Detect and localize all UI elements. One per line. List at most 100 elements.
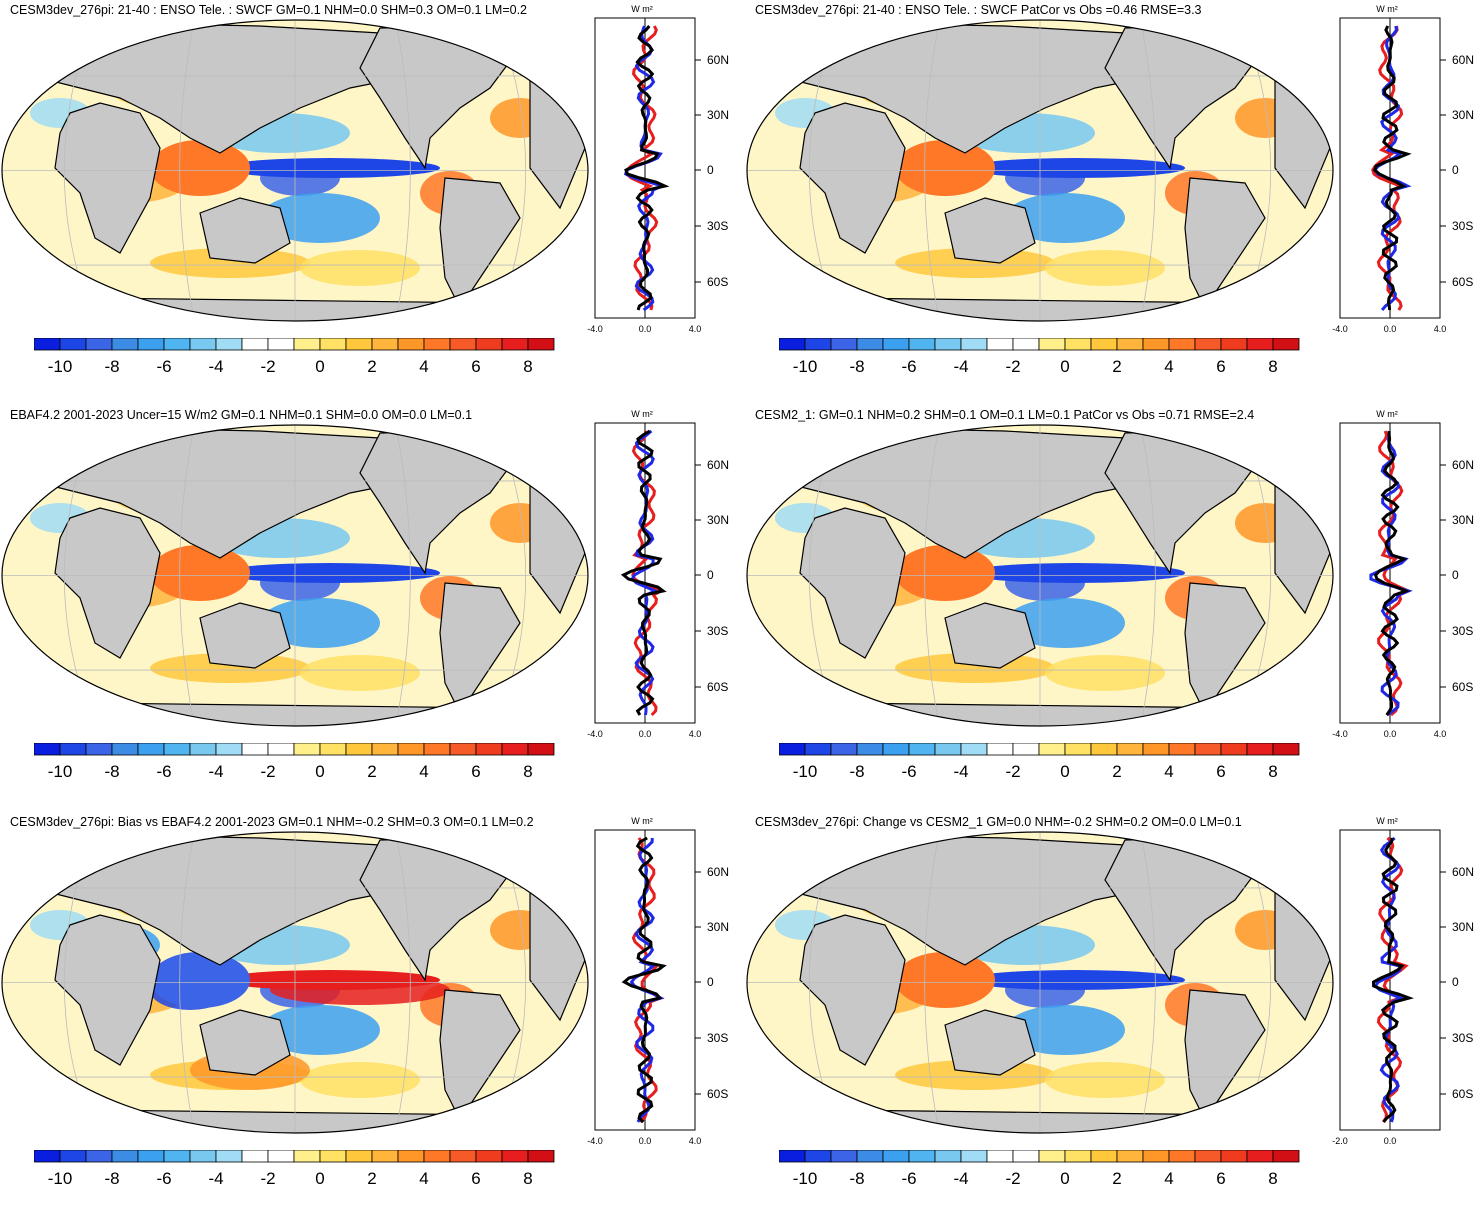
model_b-profile-line	[624, 25, 670, 311]
colorbar-swatch	[1272, 338, 1300, 351]
colorbar-swatch	[241, 1150, 269, 1163]
land-mass	[799, 914, 906, 1066]
colorbar-label: -8	[849, 357, 864, 376]
colorbar-label: -8	[849, 762, 864, 781]
lat-tick-label: 60S	[1452, 1087, 1473, 1101]
units-label: W m²	[1376, 4, 1398, 14]
colorbar-swatch	[1246, 743, 1274, 756]
land-mass	[944, 1009, 1036, 1076]
lat-tick-label: 30N	[1452, 108, 1474, 122]
model_b-profile-line	[1371, 837, 1414, 1123]
colorbar-swatch	[1038, 743, 1066, 756]
anomaly-contour	[260, 598, 380, 648]
colorbar-swatch	[319, 1150, 347, 1163]
colorbar-label: 8	[1268, 1169, 1277, 1188]
lat-tick-label: 60N	[707, 865, 729, 879]
profile-x-tick: 4.0	[689, 324, 702, 334]
lat-tick-label: 60S	[707, 1087, 728, 1101]
colorbar-swatch	[501, 338, 529, 351]
anomaly-contour	[1045, 655, 1165, 691]
colorbar-swatch	[215, 338, 243, 351]
land-mass	[54, 914, 161, 1066]
colorbar-swatch	[163, 743, 191, 756]
anomaly-contour	[1045, 1062, 1165, 1098]
colorbar-label: 0	[315, 762, 324, 781]
colorbar-swatch	[960, 743, 988, 756]
land-mass	[799, 507, 906, 659]
zonal-mean-profile: W m² 60N 30N 0 30S 60S -4.0 0.0 4.0	[587, 409, 729, 739]
colorbar-swatch	[1246, 338, 1274, 351]
colorbar-label: -2	[1005, 1169, 1020, 1188]
colorbar-swatch	[908, 338, 936, 351]
anomaly-contour	[1005, 598, 1125, 648]
lat-tick-label: 60N	[707, 458, 729, 472]
anomaly-contour	[895, 248, 1055, 278]
colorbar-swatch	[449, 1150, 477, 1163]
colorbar-label: -2	[1005, 357, 1020, 376]
units-label: W m²	[1376, 409, 1398, 419]
colorbar-swatch	[1168, 1150, 1196, 1163]
colorbar-label: -10	[48, 1169, 73, 1188]
colorbar-swatch	[189, 743, 217, 756]
lat-tick-label: 30S	[1452, 219, 1473, 233]
lat-tick-label: 30N	[1452, 513, 1474, 527]
map-border	[1, 831, 589, 1134]
colorbar-label: 4	[419, 1169, 428, 1188]
lat-tick-label: 60S	[1452, 680, 1473, 694]
colorbar-label: 4	[1164, 357, 1173, 376]
colorbar-label: -10	[793, 762, 818, 781]
anomaly-contour	[1005, 1005, 1125, 1055]
colorbar: -10-8-6-4-20246810	[34, 1150, 555, 1188]
colorbar-label: -8	[104, 762, 119, 781]
lat-tick-label: 60N	[1452, 53, 1474, 67]
colorbar-label: -4	[953, 762, 968, 781]
colorbar-swatch	[1220, 1150, 1248, 1163]
anomaly-contour	[1045, 250, 1165, 286]
robinson-map	[746, 424, 1334, 727]
lat-tick-label: 30S	[707, 1031, 728, 1045]
colorbar-swatch	[397, 743, 425, 756]
equatorial-anomaly	[220, 970, 440, 990]
colorbar-swatch	[856, 338, 884, 351]
colorbar-label: 4	[1164, 762, 1173, 781]
colorbar-label: 6	[1216, 762, 1225, 781]
lat-tick-label: 30N	[707, 513, 729, 527]
colorbar-label: 2	[367, 762, 376, 781]
colorbar-swatch	[1012, 338, 1040, 351]
colorbar-label: -6	[156, 357, 171, 376]
colorbar-label: -6	[901, 1169, 916, 1188]
panel-title: CESM3dev_276pi: Bias vs EBAF4.2 2001-202…	[10, 815, 534, 829]
colorbar-swatch	[215, 743, 243, 756]
colorbar-swatch	[1168, 338, 1196, 351]
colorbar-label: -10	[793, 357, 818, 376]
colorbar-label: 4	[1164, 1169, 1173, 1188]
colorbar-swatch	[830, 1150, 858, 1163]
colorbar-swatch	[423, 1150, 451, 1163]
colorbar: -10-8-6-4-20246810	[779, 743, 1300, 781]
map-border	[1, 19, 589, 322]
map-border	[746, 19, 1334, 322]
lat-tick-label: 30S	[707, 219, 728, 233]
colorbar-swatch	[371, 338, 399, 351]
robinson-map	[1, 831, 589, 1134]
colorbar-label: 6	[471, 762, 480, 781]
robinson-map	[746, 831, 1334, 1134]
profile-x-tick: 4.0	[689, 729, 702, 739]
colorbar-label: 8	[523, 762, 532, 781]
colorbar-swatch	[319, 338, 347, 351]
profile-x-tick: -4.0	[1332, 324, 1348, 334]
equatorial-anomaly	[965, 970, 1185, 990]
colorbar-swatch	[830, 338, 858, 351]
colorbar-swatch	[85, 1150, 113, 1163]
colorbar-label: 8	[1268, 762, 1277, 781]
units-label: W m²	[631, 409, 653, 419]
colorbar-swatch	[501, 743, 529, 756]
colorbar-label: 6	[471, 357, 480, 376]
colorbar-swatch	[804, 338, 832, 351]
colorbar-swatch	[345, 1150, 373, 1163]
panel-p6: CESM3dev_276pi: Change vs CESM2_1 GM=0.0…	[745, 812, 1483, 1207]
colorbar-swatch	[1142, 743, 1170, 756]
colorbar-swatch	[85, 338, 113, 351]
land-mass	[1184, 177, 1266, 310]
colorbar-swatch	[1038, 338, 1066, 351]
